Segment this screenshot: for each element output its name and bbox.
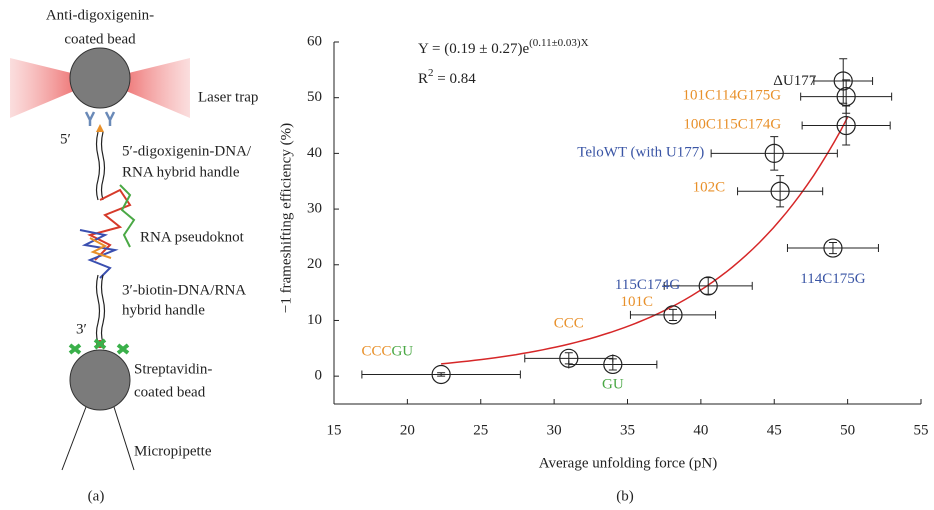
y-tick-label: 60 [307, 33, 322, 49]
label-part: ΔU177 [773, 73, 816, 89]
label: 5′-digoxigenin-DNA/ [122, 143, 252, 159]
y-error-bar [608, 358, 617, 371]
marker [836, 115, 856, 136]
label: hybrid handle [122, 302, 205, 318]
label-part: GU [391, 344, 413, 360]
antibody [84, 111, 116, 126]
point-label: 101C114G175G [683, 88, 782, 104]
y-error-bar [437, 372, 446, 377]
x-axis-title: Average unfolding force (pN) [539, 455, 717, 471]
point-label: CCC [554, 316, 584, 332]
y-error-bar [839, 58, 848, 104]
streptavidin [68, 338, 130, 355]
panel-a: Anti-digoxigenin- coated bead Laser trap… [10, 7, 258, 504]
marker [836, 86, 856, 107]
x-tick-label: 50 [840, 422, 855, 438]
label-part: 101C114G175G [683, 88, 782, 104]
digoxigenin [96, 124, 104, 132]
y-error-bar [668, 308, 677, 321]
micropipette [61, 406, 135, 471]
label: Laser trap [198, 89, 258, 105]
label-part: 101C [620, 294, 653, 310]
label: coated bead [134, 384, 206, 400]
point-label: 100C115C174G [683, 117, 781, 133]
marker [833, 71, 853, 91]
r-squared: R2 = 0.84 [418, 67, 476, 88]
label: Micropipette [134, 443, 212, 459]
handle [95, 274, 106, 344]
point-label: GU [602, 377, 624, 393]
caption: (b) [616, 488, 634, 504]
fit-curve [441, 116, 849, 365]
x-tick-label: 25 [473, 422, 488, 438]
marker [431, 364, 451, 385]
x-tick-label: 15 [327, 422, 342, 438]
label-part: 102C [693, 180, 726, 196]
x-tick-label: 35 [620, 422, 635, 438]
x-tick-label: 20 [400, 422, 415, 438]
label-part: 114C175G [800, 271, 865, 287]
label: 5′ [60, 131, 71, 147]
x-tick-label: 40 [693, 422, 708, 438]
marker [764, 143, 784, 163]
y-error-bar [776, 175, 785, 208]
x-tick-label: 45 [767, 422, 782, 438]
label: Streptavidin- [134, 361, 212, 377]
handle [95, 131, 106, 201]
label-part: TeloWT (with U177) [577, 145, 704, 161]
marker [823, 238, 843, 258]
y-error-bar [770, 136, 779, 171]
marker [770, 181, 790, 201]
equation-base: Y = (0.19 ± 0.27)e [418, 41, 529, 57]
marker [603, 354, 623, 375]
equation-exponent: (0.11±0.03)X [529, 37, 588, 49]
r-base: R [418, 71, 428, 87]
label: 3′-biotin-DNA/RNA [122, 282, 246, 298]
label-part: CCC [554, 316, 584, 332]
label: RNA pseudoknot [140, 229, 245, 245]
bead [69, 349, 131, 411]
equation: Y = (0.19 ± 0.27)e(0.11±0.03)X [418, 37, 589, 58]
y-error-bar [828, 241, 837, 255]
caption: (a) [88, 488, 105, 504]
r-sup: 2 [428, 67, 434, 79]
point-label: ΔU177 [773, 73, 816, 89]
label-part: GU [602, 377, 624, 393]
marker [663, 305, 683, 325]
x-tick-label: 55 [914, 422, 929, 438]
label-part: 100C115C174G [683, 117, 781, 133]
panel-b: (b) Average unfolding force (pN) −1 fram… [278, 33, 928, 504]
point-label: 115C174G [615, 277, 680, 293]
point-label: 101C [620, 294, 653, 310]
y-tick-label: 0 [315, 368, 323, 384]
label: coated bead [64, 31, 136, 47]
label: Anti-digoxigenin- [46, 7, 154, 23]
bead [69, 47, 131, 109]
laser-beam [10, 58, 100, 118]
label-part: CCC [361, 344, 391, 360]
y-tick-label: 30 [307, 201, 322, 217]
point-label: TeloWT (with U177) [577, 145, 704, 161]
point-label: CCCGU [361, 344, 413, 360]
label: RNA hybrid handle [122, 164, 240, 180]
y-tick-label: 40 [307, 145, 322, 161]
point-label: 114C175G [800, 271, 865, 287]
label-part: 115C174G [615, 277, 680, 293]
x-tick-label: 30 [547, 422, 562, 438]
marker [698, 276, 718, 296]
y-tick-label: 50 [307, 89, 322, 105]
pseudoknot-structure [79, 184, 136, 279]
point-label: 102C [693, 180, 726, 196]
label: 3′ [76, 321, 87, 337]
y-axis-title: −1 frameshifting efficiency (%) [278, 123, 294, 313]
y-tick-label: 10 [307, 312, 322, 328]
y-tick-label: 20 [307, 256, 322, 272]
laser-beam [100, 58, 190, 118]
r-rest: = 0.84 [434, 71, 477, 87]
